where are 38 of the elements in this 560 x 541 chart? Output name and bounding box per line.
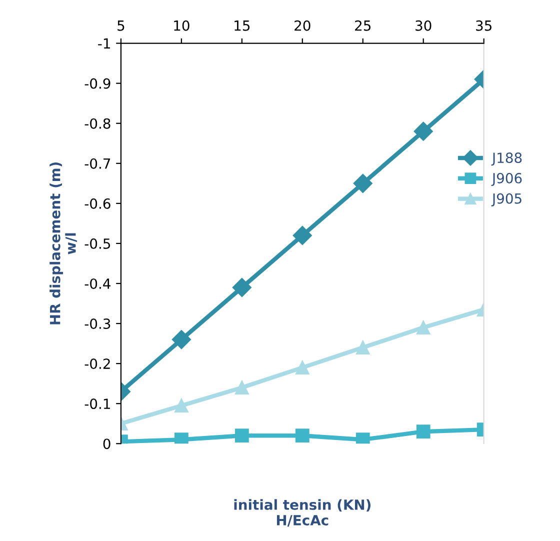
y-tick-label: -0.9	[84, 78, 110, 89]
legend-label: J188	[491, 152, 522, 166]
point	[416, 424, 430, 439]
point	[234, 428, 249, 443]
y-tick-label: -1	[98, 38, 110, 49]
y-tick-label: -0.7	[84, 158, 110, 169]
y-tick-label: -0.2	[84, 358, 110, 370]
y-tick-label: -0.5	[84, 238, 110, 249]
point	[292, 226, 312, 245]
point	[174, 432, 188, 444]
point	[356, 340, 370, 354]
y-axis-title: HR displacement (m) w/l	[50, 162, 77, 324]
y-tick-label: -0.6	[84, 198, 110, 209]
x-tick-label: 20	[294, 20, 310, 31]
x-tick-label: 15	[234, 20, 250, 31]
legend-label: J906	[491, 172, 522, 186]
point	[232, 278, 252, 298]
point	[234, 380, 249, 395]
x-tick-label: 5	[118, 20, 124, 31]
point	[414, 122, 433, 141]
point	[295, 428, 310, 443]
legend-label: J905	[491, 193, 522, 206]
y-tick-label: -0.3	[84, 318, 110, 329]
x-tick-label: 10	[174, 20, 190, 31]
x-tick-label: 35	[476, 20, 492, 31]
point	[353, 174, 372, 193]
point	[172, 330, 191, 350]
point	[295, 360, 310, 374]
point	[356, 432, 370, 444]
x-axis-title: initial tensin (KN) H/EcAc	[234, 499, 370, 527]
x-tick-label: 25	[355, 20, 371, 31]
y-tick-label: -0.1	[84, 398, 110, 410]
y-tick-label: -0.4	[84, 278, 110, 289]
y-tick-label: -0.8	[84, 118, 110, 129]
point	[174, 398, 188, 413]
y-tick-label: 0	[103, 438, 110, 450]
point	[416, 320, 430, 334]
x-tick-label: 30	[416, 20, 432, 31]
